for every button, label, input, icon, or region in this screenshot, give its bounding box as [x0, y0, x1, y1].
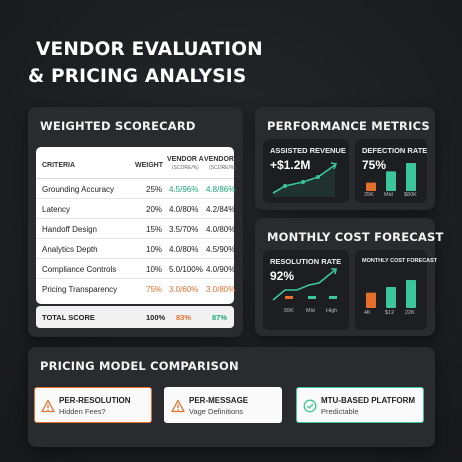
scorecard-panel: WEIGHTED SCORECARD CRITERIA WEIGHT VENDO… [28, 107, 243, 337]
defection-rate-card: DEFECTION RATE 75% 25K Mid $80K [355, 139, 427, 203]
page-title-line1: VENDOR EVALUATION [36, 39, 263, 60]
assisted-revenue-value: +$1.2M [270, 158, 311, 172]
sparkline-point [301, 180, 305, 184]
col-vendor-b: VENDOR B (SCORE/%) [204, 156, 241, 171]
bar [366, 292, 376, 308]
assisted-revenue-card: ASSISTED REVENUE +$1.2M [263, 139, 349, 203]
bar [406, 280, 416, 308]
table-row: Grounding Accuracy 25% 4.5/96% 4.8/86% [36, 179, 235, 199]
cost-tick: $12 [385, 310, 395, 316]
scorecard-table: CRITERIA WEIGHT VENDOR A (SCORE/%) VENDOR… [36, 147, 241, 304]
assisted-revenue-sparkline [272, 162, 338, 197]
bar [386, 171, 396, 191]
assisted-revenue-label: ASSISTED REVENUE [270, 146, 346, 155]
pricing-title: PRICING MODEL COMPARISON [40, 359, 239, 373]
pricing-panel: PRICING MODEL COMPARISON PER-RESOLUTION … [28, 347, 435, 447]
forecast-panel: MONTHLY COST FORECAST RESOLUTION RATE 92… [255, 218, 443, 336]
total-score-row: TOTAL SCORE 100% 83% 87% [36, 306, 234, 328]
pricing-card-subtitle: Vage Definitions [189, 407, 244, 416]
resolution-tick: 55K [284, 308, 294, 314]
total-weight: 100% [146, 313, 166, 322]
defection-tick: Mid [384, 192, 393, 198]
defection-tick: $80K [404, 192, 417, 198]
pricing-card-subtitle: Predictable [321, 407, 359, 416]
pricing-card-title: PER-RESOLUTION [59, 396, 131, 405]
sparkline-point [283, 184, 287, 188]
bar [406, 163, 416, 191]
pricing-card-per-message[interactable]: PER-MESSAGE Vage Definitions [164, 387, 282, 423]
bar [386, 287, 396, 308]
table-row: Analytics Depth 10% 4.0/80% 4.5/90% [36, 239, 235, 259]
resolution-bar [308, 296, 316, 299]
resolution-rate-label: RESOLUTION RATE [270, 257, 342, 266]
resolution-tick: High [326, 308, 338, 314]
col-weight: WEIGHT [135, 162, 163, 169]
defection-tick: 25K [364, 192, 374, 198]
forecast-title: MONTHLY COST FORECAST [267, 230, 444, 244]
pricing-card-mtu-platform[interactable]: MTU-BASED PLATFORM Predictable [296, 387, 424, 423]
resolution-bar [285, 296, 293, 299]
pricing-card-subtitle: Hidden Fees? [59, 407, 106, 416]
page-title-line2: & PRICING ANALYSIS [28, 66, 247, 87]
col-criteria: CRITERIA [42, 162, 76, 169]
total-vendor-a: 83% [176, 313, 192, 322]
table-row: Pricing Transparency 75% 3.0/60% 3.0/80% [42, 285, 236, 294]
defection-rate-bars [366, 163, 416, 191]
cost-tick: 4K [364, 310, 371, 316]
monthly-cost-label: MONTHLY COST FORECAST [362, 258, 438, 264]
sparkline-point [316, 175, 320, 179]
resolution-rate-card: RESOLUTION RATE 92% 55K Mid High [263, 250, 349, 330]
resolution-rate-value: 92% [270, 269, 295, 283]
page-title: VENDOR EVALUATION & PRICING ANALYSIS [28, 36, 263, 90]
total-vendor-b: 87% [212, 313, 228, 322]
total-label: TOTAL SCORE [42, 313, 95, 322]
warning-icon [41, 399, 55, 413]
defection-rate-value: 75% [362, 158, 387, 172]
resolution-tick: Mid [306, 308, 315, 314]
table-row: Handoff Design 15% 3.5/70% 4.0/80% [36, 219, 235, 239]
warning-icon [171, 399, 185, 413]
pricing-card-title: PER-MESSAGE [189, 396, 249, 405]
check-circle-icon [303, 399, 317, 413]
performance-title: PERFORMANCE METRICS [267, 119, 430, 133]
defection-rate-label: DEFECTION RATE [362, 146, 428, 155]
table-row: Latency 20% 4.0/80% 4.2/84% [36, 199, 235, 219]
pricing-card-per-resolution[interactable]: PER-RESOLUTION Hidden Fees? [34, 387, 152, 423]
performance-panel: PERFORMANCE METRICS ASSISTED REVENUE +$1… [255, 107, 435, 210]
cost-tick: 22K [405, 310, 415, 316]
resolution-rate-chart [272, 268, 337, 301]
resolution-bar [329, 296, 337, 299]
bar [366, 182, 376, 191]
scorecard-title: WEIGHTED SCORECARD [40, 119, 196, 133]
monthly-cost-bars [366, 280, 416, 308]
col-vendor-a: VENDOR A (SCORE/%) [167, 156, 204, 171]
pricing-card-title: MTU-BASED PLATFORM [321, 396, 416, 405]
table-row: Compliance Controls 10% 5.0/100% 4.0/90% [36, 259, 235, 279]
monthly-cost-card: MONTHLY COST FORECAST 4K $12 22K [355, 250, 437, 330]
table-header: CRITERIA WEIGHT VENDOR A (SCORE/%) VENDOR… [36, 151, 241, 179]
